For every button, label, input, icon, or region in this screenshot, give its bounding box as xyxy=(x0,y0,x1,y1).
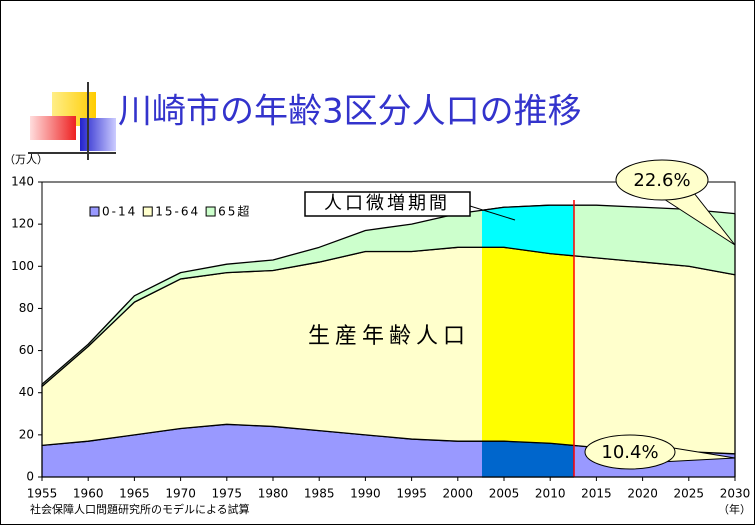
legend-label: 0-14 xyxy=(102,205,137,219)
legend-swatch xyxy=(89,206,100,217)
callout-box xyxy=(304,191,471,217)
y-tick-label: 0 xyxy=(26,470,34,484)
bubble-join xyxy=(650,446,664,459)
legend-swatch xyxy=(142,206,153,217)
x-tick-label: 1980 xyxy=(258,487,289,501)
x-tick-label: 2010 xyxy=(535,487,566,501)
callout-text: 人口微増期間 xyxy=(324,193,450,214)
source-note: 社会保障人口問題研究所のモデルによる試算 xyxy=(30,502,250,516)
deco-red xyxy=(30,116,76,140)
x-tick-label: 1955 xyxy=(27,487,58,501)
legend-label: 65超 xyxy=(218,204,251,219)
slide-title: 川崎市の年齢3区分人口の推移 xyxy=(118,92,582,132)
x-tick-label: 2005 xyxy=(489,487,520,501)
area-highlight xyxy=(482,440,574,478)
overlay: 生産年齢人口 人口微増期間 22.6% 10.4% xyxy=(304,159,736,470)
x-unit: （年） xyxy=(718,502,751,516)
area-label: 生産年齢人口 xyxy=(308,324,470,349)
highlight xyxy=(482,204,574,478)
area-highlight xyxy=(482,246,574,447)
bubble-text: 22.6% xyxy=(633,170,690,191)
bubble xyxy=(584,434,676,470)
plot: 0 20 40 60 80 100 120 140 1955 1960 1965 1970 1975 19… xyxy=(11,175,750,501)
x-tick-label: 2000 xyxy=(443,487,474,501)
y-unit: （万人） xyxy=(4,153,48,166)
y-tick-label: 60 xyxy=(19,343,34,357)
y-tick-label: 20 xyxy=(19,427,34,441)
bubble-join xyxy=(640,186,680,194)
y-tick-label: 40 xyxy=(19,385,34,399)
legend-swatch xyxy=(205,206,216,217)
x-tick-label: 1995 xyxy=(396,487,427,501)
x-tick-label: 2025 xyxy=(674,487,705,501)
x-tick-label: 2030 xyxy=(720,487,751,501)
deco-blue xyxy=(80,118,116,151)
legend: 0-14 15-64 65超 xyxy=(89,204,251,219)
y-tick-label: 140 xyxy=(11,175,34,189)
y-tick-label: 80 xyxy=(19,301,34,315)
legend-label: 15-64 xyxy=(155,205,200,219)
y-tick-label: 120 xyxy=(11,217,34,231)
y-tick-label: 100 xyxy=(11,259,34,273)
x-tick-label: 1965 xyxy=(119,487,150,501)
x-tick-label: 1975 xyxy=(212,487,243,501)
x-tick-label: 1985 xyxy=(304,487,335,501)
x-tick-label: 1970 xyxy=(165,487,196,501)
bubble-text: 10.4% xyxy=(601,442,658,463)
callout-line xyxy=(469,205,516,221)
bubble xyxy=(615,159,709,201)
x-tick-label: 2015 xyxy=(581,487,612,501)
x-tick-label: 2020 xyxy=(627,487,658,501)
area-highlight xyxy=(482,204,574,257)
plot-frame xyxy=(41,181,736,478)
x-tick-label: 1990 xyxy=(350,487,381,501)
x-tick-label: 1960 xyxy=(73,487,104,501)
